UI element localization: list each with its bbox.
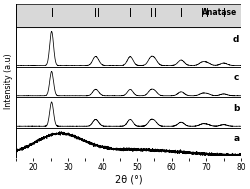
- Text: d: d: [233, 35, 239, 44]
- Text: a: a: [233, 134, 239, 143]
- X-axis label: 2θ (°): 2θ (°): [115, 175, 142, 185]
- Bar: [16, 4, 241, 26]
- Text: b: b: [233, 104, 239, 113]
- Y-axis label: Intensity (a.u): Intensity (a.u): [4, 53, 13, 109]
- Text: Anatase: Anatase: [202, 8, 238, 16]
- Text: c: c: [234, 73, 239, 82]
